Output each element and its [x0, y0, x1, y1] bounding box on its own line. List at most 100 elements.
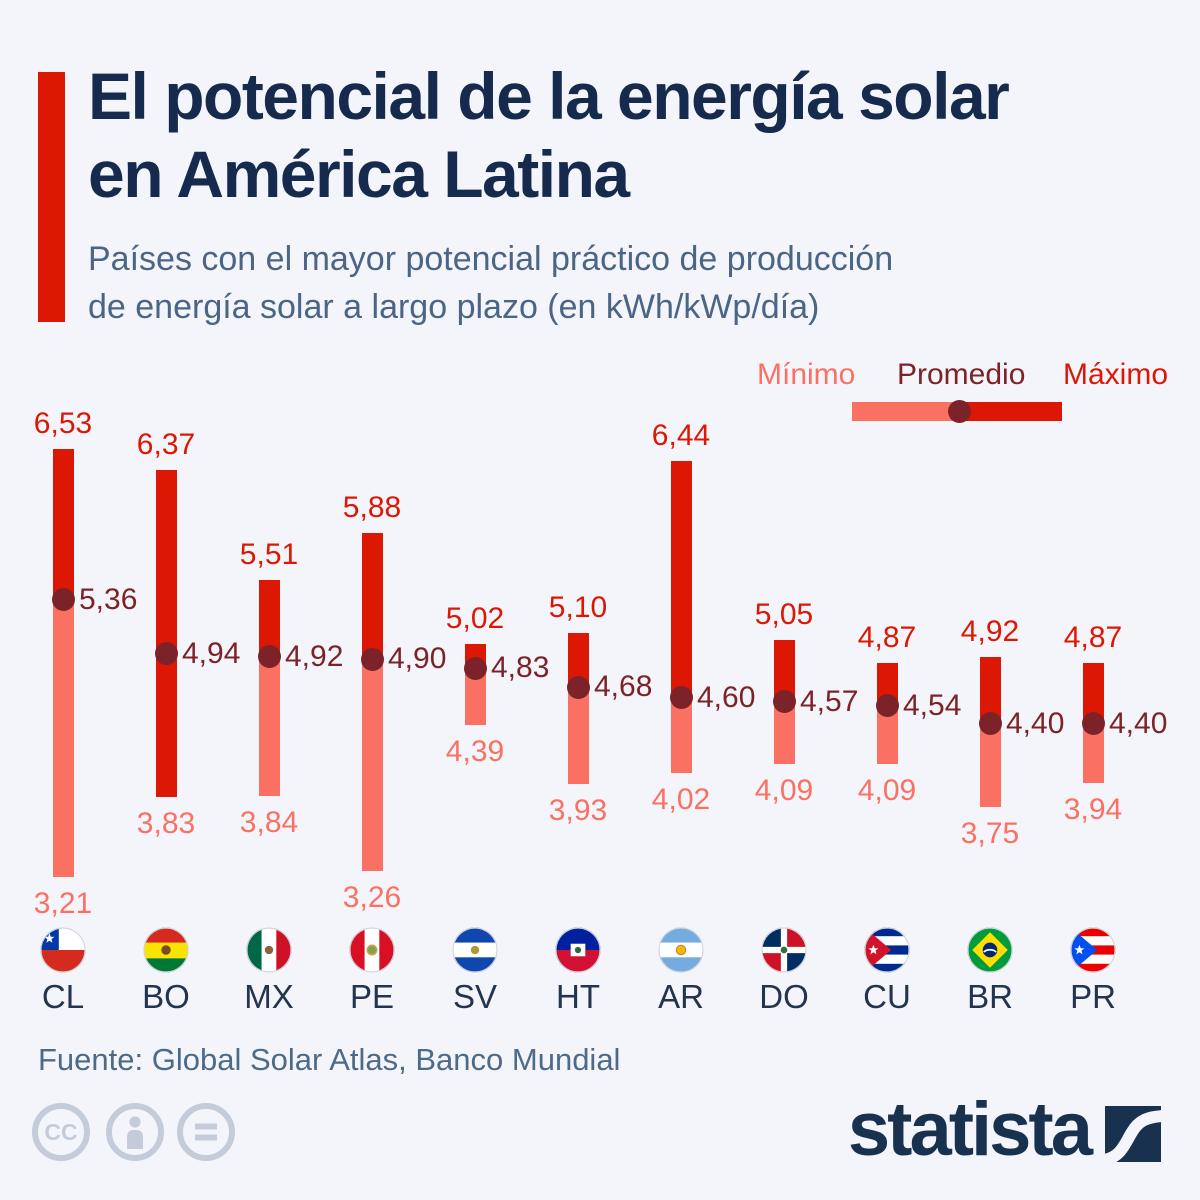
bar-min-SV	[464, 668, 486, 725]
max-value-label-AR: 6,44	[651, 418, 711, 452]
haiti-flag-icon	[555, 927, 601, 973]
bar-max-PE	[361, 532, 383, 660]
average-value-label-AR: 4,60	[697, 680, 756, 714]
min-value-label-BO: 3,83	[136, 807, 196, 841]
average-dot-CL	[51, 588, 75, 612]
bar-min-DO	[773, 701, 795, 764]
country-code-AR: AR	[658, 978, 704, 1015]
subtitle-line-2: de energía solar a largo plazo (en kWh/k…	[88, 287, 820, 326]
bar-min-MX	[258, 656, 280, 796]
average-value-label-PR: 4,40	[1109, 706, 1168, 740]
max-value-label-PR: 4,87	[1063, 621, 1123, 654]
max-value-label-DO: 5,05	[754, 597, 814, 631]
chart-subtitle: Países con el mayor potencial práctico d…	[88, 236, 893, 331]
country-code-CU: CU	[863, 978, 911, 1015]
min-value-label-AR: 4,02	[651, 782, 711, 816]
max-value-label-BO: 6,37	[136, 427, 196, 461]
country-code-CL: CL	[41, 978, 85, 1015]
title-line-1: El potencial de la energía solar	[88, 59, 1010, 133]
min-value-label-CU: 4,09	[857, 773, 917, 807]
average-dot-BO	[154, 642, 178, 666]
average-value-label-MX: 4,92	[285, 639, 344, 673]
average-dot-AR	[669, 686, 693, 710]
cuba-flag-icon	[864, 927, 910, 973]
country-code-BR: BR	[967, 978, 1013, 1015]
legend-average-dot	[948, 400, 971, 423]
country-code-MX: MX	[244, 978, 294, 1015]
max-value-label-SV: 5,02	[445, 601, 505, 635]
subtitle-line-1: Países con el mayor potencial práctico d…	[88, 240, 894, 278]
average-dot-MX	[257, 645, 281, 669]
max-value-label-BR: 4,92	[960, 614, 1020, 648]
min-value-label-HT: 3,93	[548, 794, 608, 828]
bar-max-PR	[1082, 663, 1104, 724]
cc-license-icons: CC	[32, 1103, 235, 1161]
bar-max-MX	[258, 580, 280, 657]
argentina-flag-icon	[658, 927, 704, 973]
puerto-rico-flag-icon	[1070, 927, 1116, 973]
attribution-person-icon	[106, 1103, 164, 1161]
bar-min-PE	[361, 659, 383, 871]
equals-icon	[177, 1103, 235, 1161]
statista-wordmark: statista	[847, 1087, 1093, 1172]
bar-max-BR	[979, 656, 1001, 724]
dominican-republic-flag-icon	[761, 927, 807, 973]
max-value-label-CU: 4,87	[857, 621, 917, 654]
average-dot-CU	[875, 694, 899, 718]
cc-icon-letters: CC	[44, 1119, 77, 1145]
min-value-label-DO: 4,09	[754, 773, 814, 807]
bar-max-HT	[567, 633, 589, 688]
bolivia-flag-icon	[143, 927, 189, 973]
max-value-label-HT: 5,10	[548, 591, 608, 625]
average-dot-HT	[566, 675, 590, 699]
bar-min-CL	[52, 599, 74, 877]
legend-max-swatch	[959, 402, 1062, 421]
average-dot-PE	[360, 647, 384, 671]
average-dot-BR	[978, 712, 1002, 736]
bar-max-DO	[773, 639, 795, 702]
legend-avg-label: Promedio	[897, 358, 1026, 391]
bar-min-BR	[979, 723, 1001, 808]
max-value-label-PE: 5,88	[342, 490, 402, 524]
country-code-DO: DO	[759, 978, 809, 1015]
max-value-label-MX: 5,51	[239, 538, 299, 572]
legend-min-label: Mínimo	[757, 358, 856, 391]
page-title: El potencial de la energía solar en Amér…	[88, 58, 1010, 214]
country-code-SV: SV	[452, 978, 498, 1015]
min-value-label-MX: 3,84	[239, 805, 299, 839]
legend-range-bar	[852, 400, 1062, 423]
bar-min-CU	[876, 705, 898, 764]
average-value-label-CL: 5,36	[79, 582, 138, 616]
bar-max-CL	[52, 449, 74, 600]
bar-min-PR	[1082, 723, 1104, 783]
country-code-BO: BO	[142, 978, 190, 1015]
peru-flag-icon	[349, 927, 395, 973]
legend-max-label: Máximo	[1063, 358, 1169, 391]
bar-max-AR	[670, 460, 692, 698]
statista-logo-mark	[1105, 1106, 1161, 1162]
min-value-label-SV: 4,39	[445, 734, 505, 768]
min-value-label-PR: 3,94	[1063, 792, 1123, 826]
el-salvador-flag-icon	[452, 927, 498, 973]
statista-logo: statista	[700, 1092, 1093, 1168]
bar-max-BO	[155, 469, 177, 798]
average-value-label-PE: 4,90	[388, 642, 447, 676]
mexico-flag-icon	[246, 927, 292, 973]
average-dot-SV	[463, 656, 487, 680]
average-value-label-BO: 4,94	[182, 636, 241, 670]
chile-flag-icon	[40, 927, 86, 973]
average-dot-DO	[772, 690, 796, 714]
max-value-label-CL: 6,53	[33, 407, 93, 440]
title-accent-bar	[38, 72, 65, 322]
min-value-label-PE: 3,26	[342, 880, 402, 914]
average-value-label-HT: 4,68	[594, 670, 653, 704]
legend-min-swatch	[852, 402, 959, 421]
bar-min-HT	[567, 687, 589, 785]
source-note: Fuente: Global Solar Atlas, Banco Mundia…	[38, 1042, 621, 1077]
brazil-flag-icon	[967, 927, 1013, 973]
average-dot-PR	[1081, 712, 1105, 736]
bar-min-AR	[670, 697, 692, 773]
title-line-2: en América Latina	[88, 136, 630, 211]
country-code-PR: PR	[1070, 978, 1116, 1015]
